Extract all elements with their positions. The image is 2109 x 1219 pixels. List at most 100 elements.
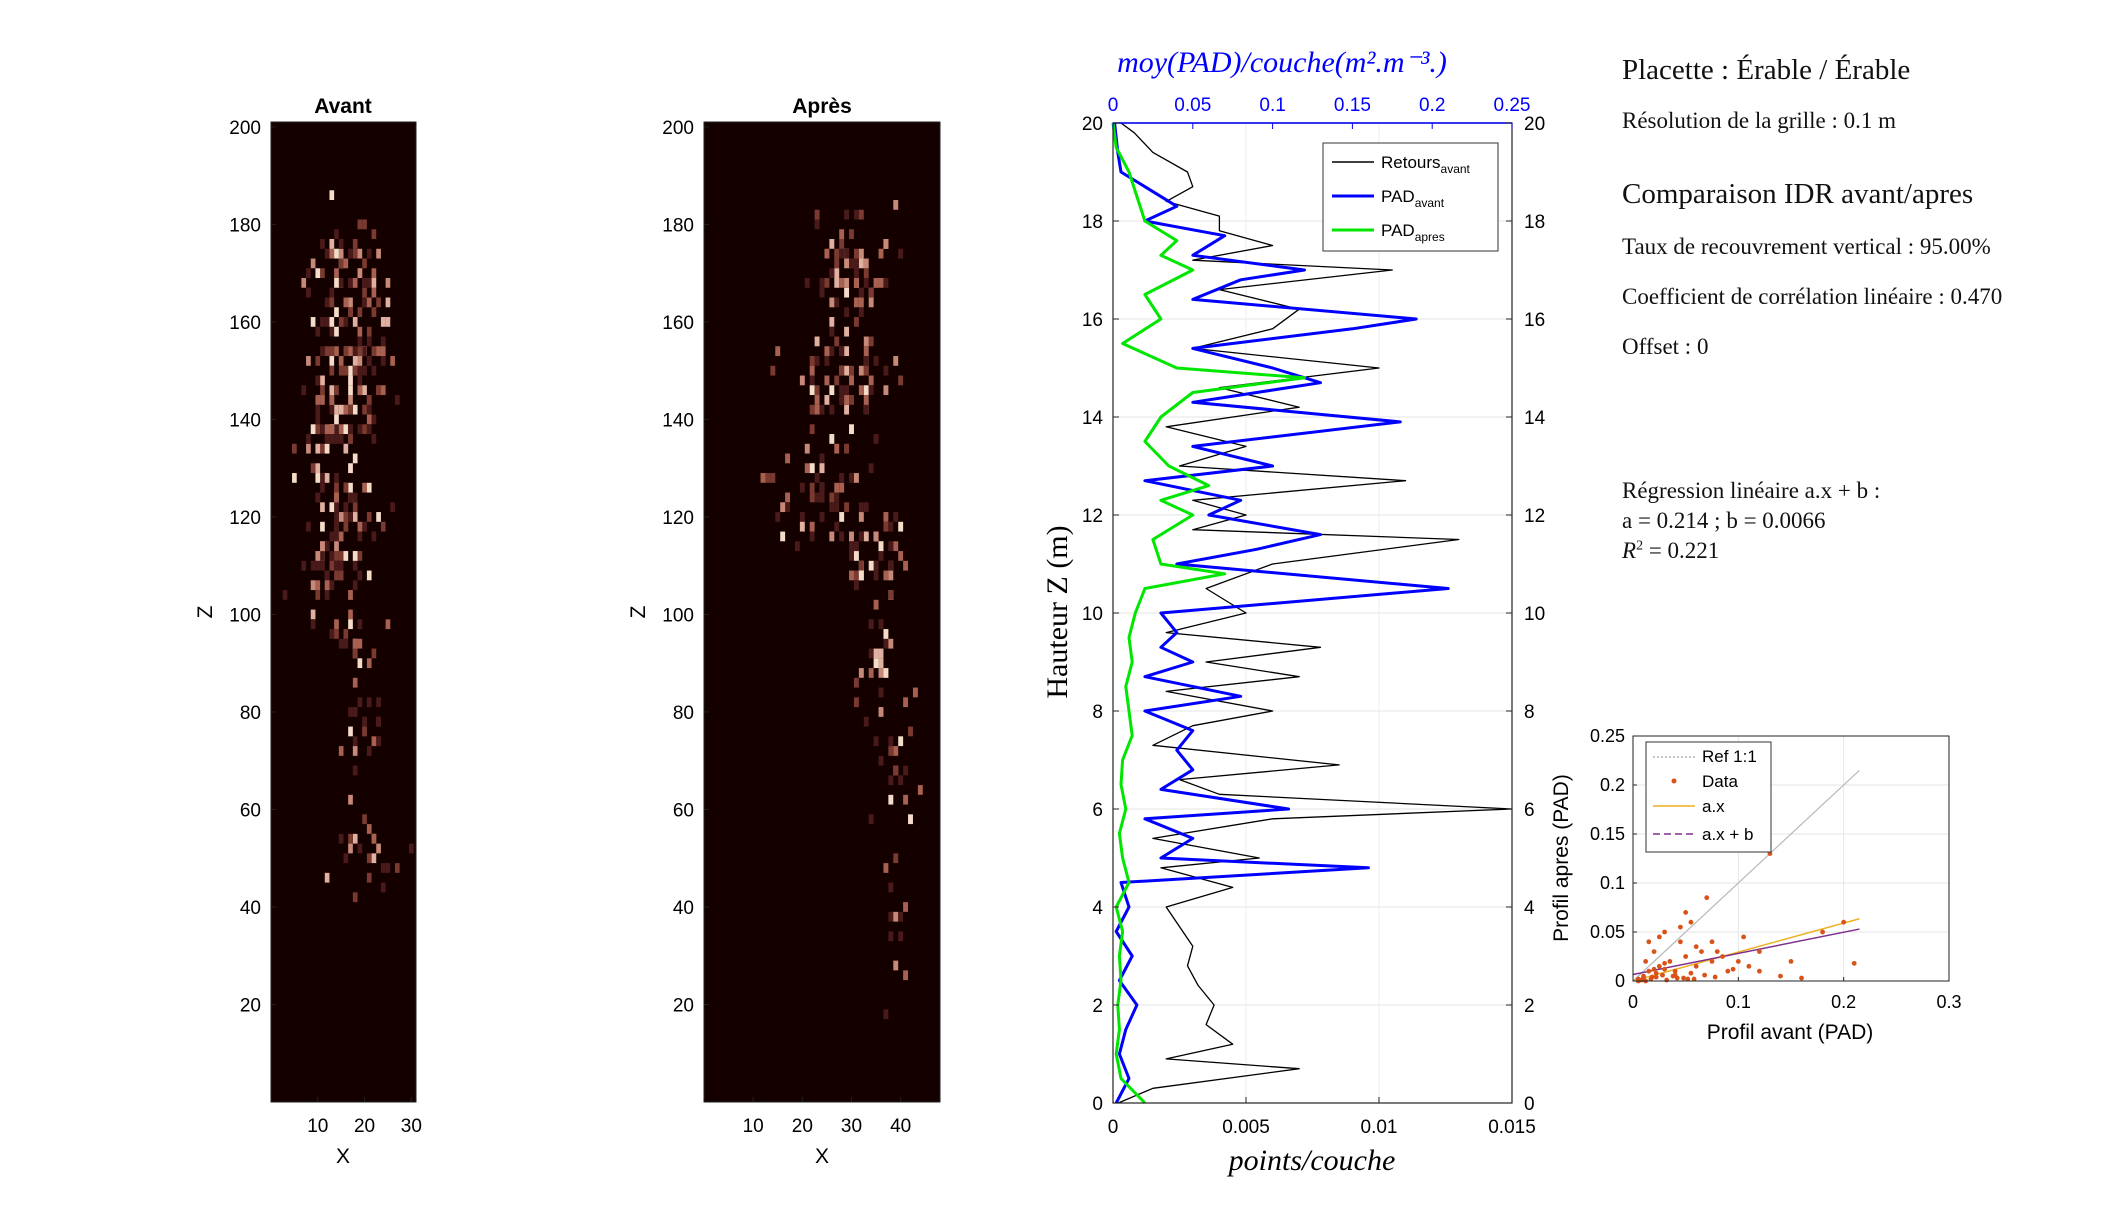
scatter-x-tick-label: 0 xyxy=(1628,992,1638,1012)
scatter-y-tick-label: 0.15 xyxy=(1590,824,1625,844)
heatmap-cell xyxy=(829,298,834,308)
profile-left-tick-label: 8 xyxy=(1092,702,1103,723)
heatmap-cell xyxy=(829,502,834,512)
heatmap-cell xyxy=(839,473,844,483)
heatmap-cell xyxy=(358,697,363,707)
heatmap-cell xyxy=(348,590,353,600)
heatmap-cell xyxy=(386,278,391,288)
heatmap-cell xyxy=(334,502,339,512)
scatter-point xyxy=(1664,978,1669,983)
heatmap-cell xyxy=(888,639,893,649)
heatmap-cell xyxy=(869,668,874,678)
heatmap-x-tick-label: 10 xyxy=(307,1116,328,1137)
heatmap-cell xyxy=(367,278,372,288)
heatmap-y-tick-label: 140 xyxy=(229,410,261,431)
heatmap-cell xyxy=(329,249,334,259)
heatmap-cell xyxy=(358,639,363,649)
heatmap-cell xyxy=(810,493,815,503)
heatmap-cell xyxy=(320,346,325,356)
heatmap-cell xyxy=(353,746,358,756)
heatmap-cell xyxy=(367,746,372,756)
scatter-point xyxy=(1789,959,1794,964)
heatmap-cell xyxy=(376,249,381,259)
heatmap-cell xyxy=(311,463,316,473)
heatmap-cell xyxy=(893,853,898,863)
heatmap-cell xyxy=(348,619,353,629)
heatmap-cell xyxy=(301,278,306,288)
heatmap-cell xyxy=(367,395,372,405)
heatmap-cell xyxy=(348,610,353,620)
heatmap-cell xyxy=(320,376,325,386)
scatter-y-ticks: 0 0.05 0.1 0.15 0.2 0.25 xyxy=(1590,726,1637,991)
heatmap-cell xyxy=(854,278,859,288)
heatmap-cell xyxy=(329,532,334,542)
heatmap-cell xyxy=(839,532,844,542)
heatmap-cell xyxy=(348,463,353,473)
heatmap-cell xyxy=(358,346,363,356)
heatmap-cell xyxy=(844,385,849,395)
heatmap-cell xyxy=(844,288,849,298)
heatmap-cell xyxy=(329,405,334,415)
heatmap-cell xyxy=(362,522,367,532)
heatmap-cell xyxy=(898,376,903,386)
heatmap-cell xyxy=(834,522,839,532)
heatmap-cell xyxy=(344,853,349,863)
heatmap-cell xyxy=(358,551,363,561)
heatmap-cell xyxy=(315,463,320,473)
heatmap-cell xyxy=(329,385,334,395)
heatmap-cell xyxy=(372,268,377,278)
heatmap-cell xyxy=(820,493,825,503)
heatmap-cell xyxy=(325,444,330,454)
heatmap-cell xyxy=(334,327,339,337)
heatmap-cell xyxy=(874,561,879,571)
heatmap-cell xyxy=(362,259,367,269)
heatmap-cell xyxy=(869,288,874,298)
heatmap-cell xyxy=(815,210,820,220)
heatmap-cell xyxy=(339,561,344,571)
heatmap-cell xyxy=(329,551,334,561)
heatmap-cell xyxy=(883,239,888,249)
heatmap-y-tick-label: 180 xyxy=(229,215,261,236)
heatmap-cell xyxy=(820,288,825,298)
heatmap-cell xyxy=(367,415,372,425)
heatmap-cell xyxy=(908,814,913,824)
heatmap-cell xyxy=(329,502,334,512)
heatmap-cell xyxy=(315,405,320,415)
scatter-point xyxy=(1725,969,1730,974)
heatmap-cell xyxy=(344,298,349,308)
heatmap-cell xyxy=(362,717,367,727)
heatmap-cell xyxy=(367,327,372,337)
scatter-point xyxy=(1662,961,1667,966)
scatter-point xyxy=(1683,910,1688,915)
profile-left-axis-label: Hauteur Z (m) xyxy=(1041,525,1074,698)
heatmap-cell xyxy=(810,424,815,434)
heatmap-cell xyxy=(834,259,839,269)
heatmap-cell xyxy=(854,210,859,220)
heatmap-cell xyxy=(893,961,898,971)
heatmap-cell xyxy=(869,376,874,386)
heatmap-cell xyxy=(883,366,888,376)
heatmap-cell xyxy=(908,727,913,737)
heatmap-cell xyxy=(839,512,844,522)
heatmap-cell xyxy=(844,346,849,356)
heatmap-cell xyxy=(888,746,893,756)
heatmap-cell xyxy=(874,278,879,288)
heatmap-cell xyxy=(311,561,316,571)
heatmap-cell xyxy=(358,220,363,230)
profile-right-tick-label: 16 xyxy=(1524,310,1545,331)
heatmap-cell xyxy=(815,337,820,347)
heatmap-cell xyxy=(864,356,869,366)
heatmap-cell xyxy=(353,493,358,503)
scatter-point xyxy=(1660,973,1665,978)
heatmap-cell xyxy=(810,463,815,473)
heatmap-cell xyxy=(834,376,839,386)
heatmap-cell xyxy=(386,298,391,308)
heatmap-cell xyxy=(844,307,849,317)
scatter-x-tick-label: 0.2 xyxy=(1831,992,1856,1012)
profile-right-tick-label: 8 xyxy=(1524,702,1535,723)
heatmap-cell xyxy=(805,278,810,288)
heatmap-cell xyxy=(367,697,372,707)
heatmap-cell xyxy=(362,405,367,415)
heatmap-cell xyxy=(879,688,884,698)
svg-text:Ref 1:1: Ref 1:1 xyxy=(1702,747,1757,766)
